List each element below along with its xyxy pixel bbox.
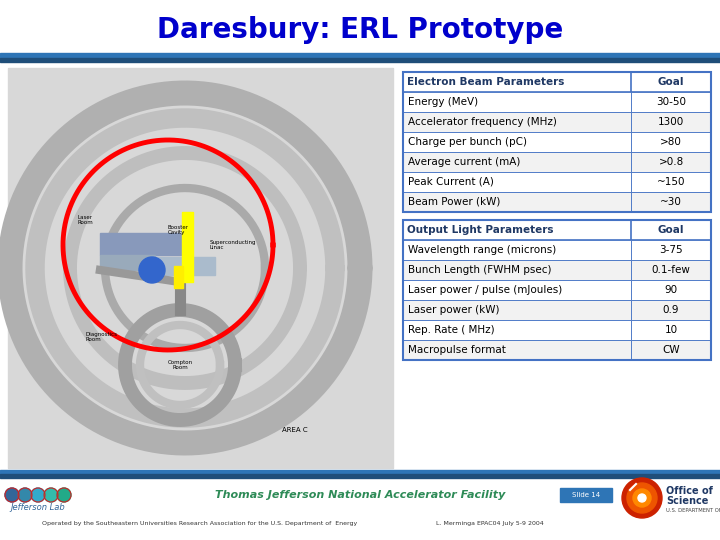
Bar (403, 72, 711, 212)
Text: Output Light Parameters: Output Light Parameters (407, 225, 554, 235)
Bar (631, 320, 711, 340)
Text: >0.8: >0.8 (658, 157, 683, 167)
Circle shape (139, 257, 165, 283)
Bar (403, 152, 631, 172)
Circle shape (57, 488, 71, 502)
Bar (631, 152, 711, 172)
Bar (174, 266, 183, 288)
Text: Compton
Room: Compton Room (168, 360, 192, 370)
Bar (403, 220, 711, 240)
Text: Operated by the Southeastern Universities Research Association for the U.S. Depa: Operated by the Southeastern Universitie… (42, 522, 358, 526)
Bar (100, 255, 155, 270)
Text: 90: 90 (665, 285, 678, 295)
Circle shape (31, 488, 45, 502)
Bar (631, 300, 711, 320)
Bar (631, 112, 711, 132)
Text: Electron Beam Parameters: Electron Beam Parameters (407, 77, 564, 87)
Bar (403, 112, 631, 132)
Bar (403, 300, 631, 320)
Bar (403, 340, 631, 360)
Text: Average current (mA): Average current (mA) (408, 157, 521, 167)
Text: 10: 10 (665, 325, 678, 335)
Text: Goal: Goal (658, 225, 684, 235)
Circle shape (5, 488, 19, 502)
Bar (631, 340, 711, 360)
Text: Rep. Rate ( MHz): Rep. Rate ( MHz) (408, 325, 495, 335)
Text: U.S. DEPARTMENT OF ENERGY: U.S. DEPARTMENT OF ENERGY (666, 508, 720, 512)
Bar (403, 172, 631, 192)
Circle shape (638, 494, 646, 502)
Text: Bunch Length (FWHM psec): Bunch Length (FWHM psec) (408, 265, 552, 275)
Text: AREA C: AREA C (282, 427, 308, 433)
Circle shape (622, 478, 662, 518)
Bar (631, 92, 711, 112)
Text: Goal: Goal (658, 77, 684, 87)
Bar (0, 474, 720, 478)
Text: ~30: ~30 (660, 197, 682, 207)
Text: Energy (MeV): Energy (MeV) (408, 97, 478, 107)
Bar (560, 488, 612, 502)
Bar (403, 220, 711, 360)
Text: Office of: Office of (666, 486, 713, 496)
Bar (631, 132, 711, 152)
Bar (8, 68, 393, 468)
Bar (403, 260, 631, 280)
Text: Jefferson Lab: Jefferson Lab (11, 503, 66, 511)
Bar (403, 132, 631, 152)
Bar (631, 72, 711, 92)
Text: Macropulse format: Macropulse format (408, 345, 506, 355)
Text: 30-50: 30-50 (656, 97, 686, 107)
Text: Accelerator frequency (MHz): Accelerator frequency (MHz) (408, 117, 557, 127)
Text: 3-75: 3-75 (660, 245, 683, 255)
Text: Charge per bunch (pC): Charge per bunch (pC) (408, 137, 527, 147)
Text: Slide 14: Slide 14 (572, 492, 600, 498)
Bar (0, 53, 720, 58)
Circle shape (627, 483, 657, 513)
Text: Superconducting
Linac: Superconducting Linac (210, 240, 256, 251)
Bar (150, 257, 215, 275)
Bar (403, 240, 631, 260)
Text: Daresbury: ERL Prototype: Daresbury: ERL Prototype (157, 16, 563, 44)
Circle shape (18, 488, 32, 502)
Text: >80: >80 (660, 137, 682, 147)
Text: 1300: 1300 (658, 117, 684, 127)
Text: Laser
Room: Laser Room (78, 214, 94, 225)
Bar (631, 240, 711, 260)
Bar (182, 212, 193, 282)
Text: L. Merminga EPAC04 July 5-9 2004: L. Merminga EPAC04 July 5-9 2004 (436, 522, 544, 526)
Bar (631, 280, 711, 300)
Bar (403, 320, 631, 340)
Bar (8, 68, 393, 468)
Text: 0.9: 0.9 (662, 305, 679, 315)
Bar (0, 470, 720, 474)
Bar (403, 280, 631, 300)
Text: Peak Current (A): Peak Current (A) (408, 177, 494, 187)
Bar (403, 92, 631, 112)
Text: Laser power (kW): Laser power (kW) (408, 305, 500, 315)
Bar (403, 72, 711, 92)
Text: Diagnostics
Room: Diagnostics Room (86, 332, 118, 342)
Text: Wavelength range (microns): Wavelength range (microns) (408, 245, 557, 255)
Text: CW: CW (662, 345, 680, 355)
Bar (0, 58, 720, 62)
Text: Science: Science (666, 496, 708, 506)
Text: Beam Power (kW): Beam Power (kW) (408, 197, 500, 207)
Bar (631, 192, 711, 212)
Text: Booster
Cavity: Booster Cavity (168, 225, 189, 235)
Text: ~150: ~150 (657, 177, 685, 187)
Circle shape (44, 488, 58, 502)
Bar (631, 260, 711, 280)
Bar (631, 220, 711, 240)
Text: Thomas Jefferson National Accelerator Facility: Thomas Jefferson National Accelerator Fa… (215, 490, 505, 500)
Bar (100, 233, 185, 255)
Circle shape (633, 489, 651, 507)
Bar (0, 62, 720, 472)
Text: Laser power / pulse (mJoules): Laser power / pulse (mJoules) (408, 285, 562, 295)
Bar (0, 478, 720, 540)
Bar (631, 172, 711, 192)
Bar (403, 192, 631, 212)
Text: 0.1-few: 0.1-few (652, 265, 690, 275)
